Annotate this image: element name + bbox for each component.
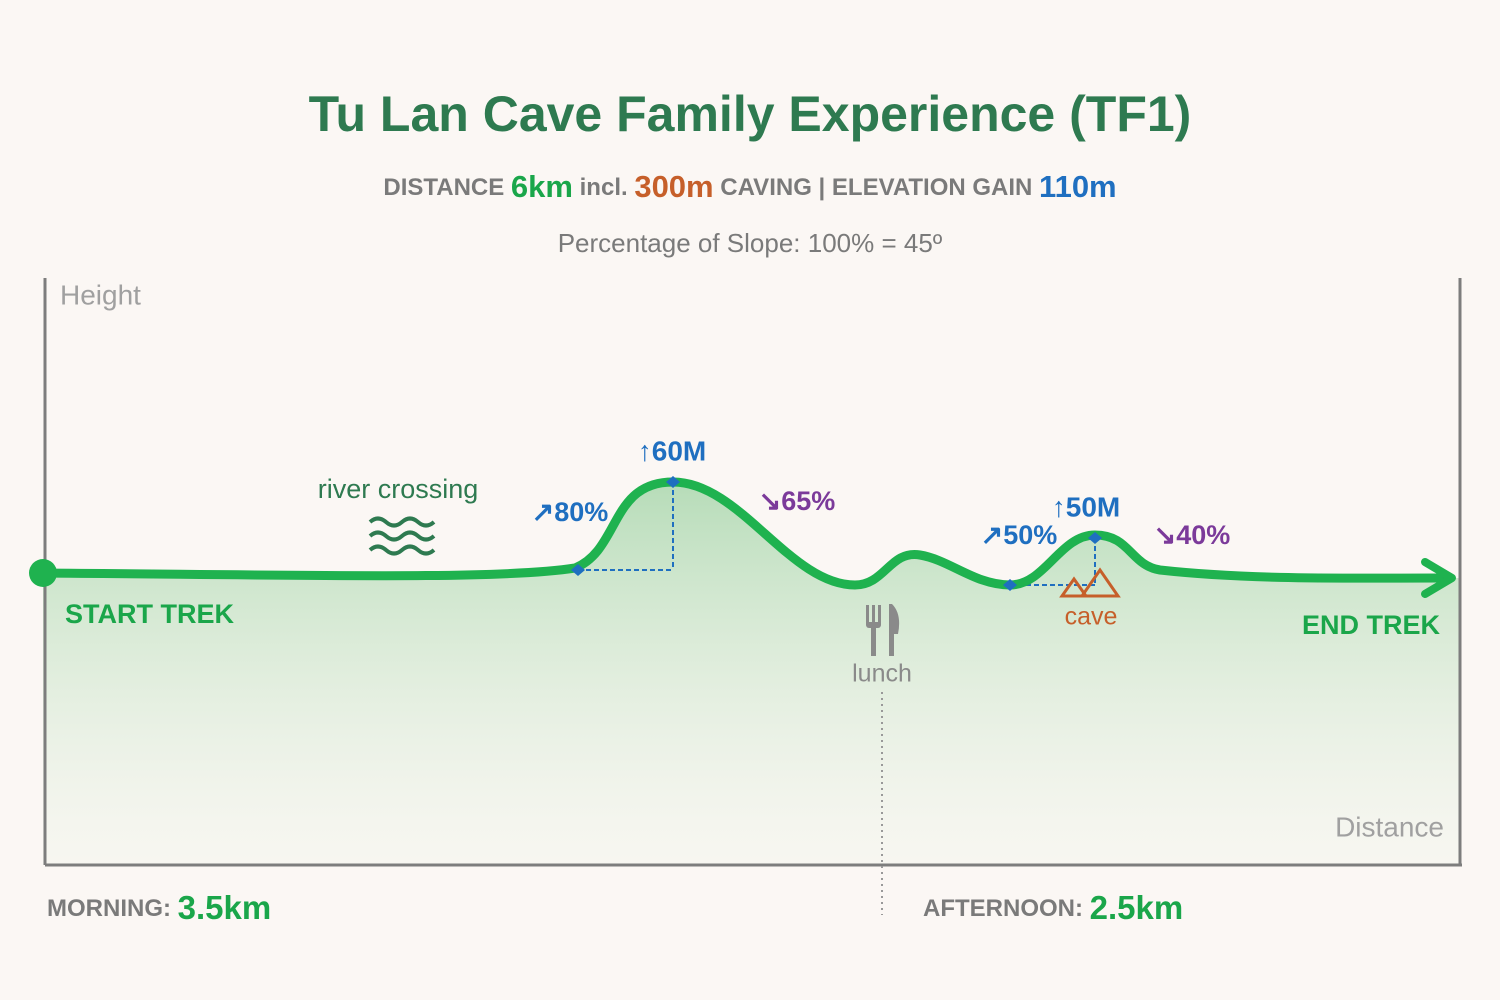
climb-label: ↑50M bbox=[1052, 491, 1120, 522]
afternoon-value: 2.5km bbox=[1090, 889, 1184, 926]
distance-label: DISTANCE bbox=[383, 174, 504, 201]
slope-down-label: ↘65% bbox=[759, 486, 836, 516]
elevation-label: ELEVATION GAIN bbox=[832, 174, 1032, 201]
afternoon-label: AFTERNOON: bbox=[923, 895, 1083, 922]
slope-up-label: ↗80% bbox=[532, 497, 609, 527]
title: Tu Lan Cave Family Experience (TF1) bbox=[309, 86, 1192, 142]
cave-label: cave bbox=[1065, 603, 1118, 631]
slope-note: Percentage of Slope: 100% = 45º bbox=[558, 228, 943, 258]
incl: incl. bbox=[580, 174, 628, 201]
marker bbox=[1003, 579, 1017, 591]
markers bbox=[571, 476, 1102, 591]
trail-line bbox=[38, 477, 1445, 590]
morning-value: 3.5km bbox=[178, 889, 272, 926]
lunch-label: lunch bbox=[852, 660, 912, 688]
marker bbox=[666, 476, 680, 488]
marker bbox=[571, 564, 585, 576]
separator: | bbox=[819, 174, 826, 201]
trail-arrow bbox=[1421, 558, 1456, 598]
start-dot bbox=[29, 559, 57, 587]
lunch-icon bbox=[866, 604, 900, 656]
marker bbox=[1088, 532, 1102, 544]
caving-label: CAVING bbox=[720, 174, 812, 201]
x-axis-label: Distance bbox=[1335, 811, 1444, 842]
distance-value: 6km bbox=[511, 169, 573, 204]
morning: MORNING: 3.5km bbox=[47, 889, 271, 926]
y-axis-label: Height bbox=[60, 279, 141, 310]
morning-label: MORNING: bbox=[47, 895, 171, 922]
water-icon bbox=[368, 516, 436, 556]
cave-icon bbox=[1059, 567, 1121, 598]
caving-value: 300m bbox=[634, 169, 713, 204]
afternoon: AFTERNOON: 2.5km bbox=[923, 889, 1183, 926]
start-label: START TREK bbox=[65, 599, 234, 629]
elevation-value: 110m bbox=[1039, 169, 1117, 204]
climb-label: ↑60M bbox=[638, 435, 706, 466]
climb-guides bbox=[578, 482, 1096, 586]
slope-down-label: ↘40% bbox=[1154, 520, 1231, 550]
subtitle: DISTANCE 6km incl. 300m CAVING | ELEVATI… bbox=[383, 169, 1116, 204]
slope-up-label: ↗50% bbox=[981, 520, 1058, 550]
end-label: END TREK bbox=[1302, 610, 1441, 640]
river-label: river crossing bbox=[318, 474, 479, 504]
